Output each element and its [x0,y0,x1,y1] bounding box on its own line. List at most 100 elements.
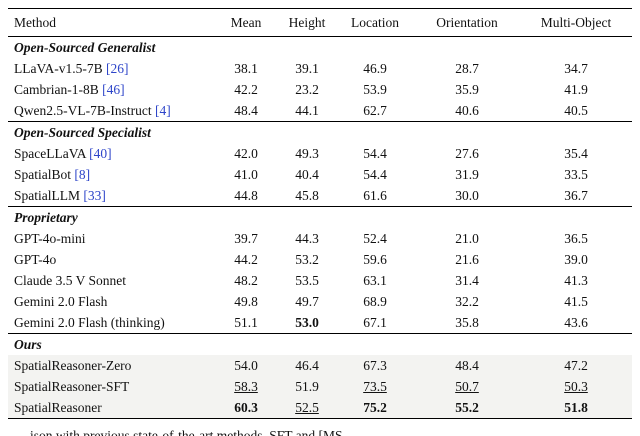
column-header-mean: Mean [214,8,278,37]
value-cell: 28.7 [455,60,479,76]
method-cell: Cambrian-1-8B [46] [8,79,214,100]
method-name: Gemini 2.0 Flash [14,293,108,309]
section-header: Open-Sourced Generalist [8,36,632,58]
column-header-location: Location [336,8,414,37]
value-cell: 51.1 [234,314,258,330]
value-cell: 45.8 [295,187,319,203]
value-cell: 41.3 [564,272,588,288]
value-cell: 35.8 [455,314,479,330]
value-cell: 53.2 [295,251,319,267]
method-name: Gemini 2.0 Flash (thinking) [14,314,165,330]
citation-link[interactable]: [33] [80,187,106,203]
value-cell: 54.4 [363,166,387,182]
method-cell: SpaceLLaVA [40] [8,143,214,164]
table-row: GPT-4o-mini 39.7 44.3 52.4 21.0 36.5 [8,228,632,249]
value-cell: 51.8 [520,397,632,419]
method-name: SpatialReasoner [14,399,102,415]
section-header: Proprietary [8,206,632,228]
citation-link[interactable]: [8] [71,166,91,182]
method-cell: SpatialReasoner-SFT [8,376,214,397]
value-cell: 40.4 [295,166,319,182]
value-cell: 44.1 [295,102,319,118]
table-row: LLaVA-v1.5-7B [26] 38.1 39.1 46.9 28.7 34.7 [8,58,632,79]
method-name: LLaVA-v1.5-7B [14,60,103,76]
value-cell: 49.8 [234,293,258,309]
value-cell: 23.2 [295,81,319,97]
value-cell: 36.7 [564,187,588,203]
method-cell: GPT-4o-mini [8,228,214,249]
value-cell: 50.3 [520,376,632,397]
value-cell: 58.3 [214,376,278,397]
value-cell: 67.1 [363,314,387,330]
value-cell: 59.6 [363,251,387,267]
value-cell: 36.5 [564,230,588,246]
value-cell: 52.4 [363,230,387,246]
value-cell: 53.0 [295,314,319,330]
method-name: SpatialReasoner-SFT [14,378,130,394]
method-cell: SpatialReasoner-Zero [8,355,214,376]
table-header-row: Method Mean Height Location Orientation Multi… [8,8,632,37]
method-name: SpatialLLM [14,187,80,203]
value-cell: 42.2 [234,81,258,97]
value-cell: 54.4 [363,145,387,161]
table-row: SpatialBot [8] 41.0 40.4 54.4 31.9 33.5 [8,164,632,185]
value-cell: 32.2 [455,293,479,309]
value-cell: 48.2 [234,272,258,288]
value-cell: 53.9 [363,81,387,97]
value-cell: 39.0 [564,251,588,267]
section-header: Open-Sourced Specialist [8,121,632,143]
method-name: Qwen2.5-VL-7B-Instruct [14,102,152,118]
column-header-method: Method [8,8,214,37]
table-row: Claude 3.5 V Sonnet 48.2 53.5 63.1 31.4 41.3 [8,270,632,291]
table-row: SpaceLLaVA [40] 42.0 49.3 54.4 27.6 35.4 [8,143,632,164]
citation-link[interactable]: [46] [98,81,125,97]
value-cell: 44.8 [234,187,258,203]
table-row: Qwen2.5-VL-7B-Instruct [4] 48.4 44.1 62.7 40… [8,100,632,122]
value-cell: 49.7 [295,293,319,309]
method-cell: Claude 3.5 V Sonnet [8,270,214,291]
value-cell: 44.2 [234,251,258,267]
table-row: Gemini 2.0 Flash 49.8 49.7 68.9 32.2 41.5 [8,291,632,312]
method-name: GPT-4o [14,251,57,267]
value-cell: 35.4 [564,145,588,161]
value-cell: 31.4 [455,272,479,288]
method-cell: Gemini 2.0 Flash (thinking) [8,312,214,334]
method-name: Claude 3.5 V Sonnet [14,272,127,288]
value-cell: 40.6 [455,102,479,118]
citation-link[interactable]: [26] [102,60,129,76]
citation-link[interactable]: [4] [151,102,171,118]
value-cell: 41.5 [564,293,588,309]
value-cell: 39.1 [295,60,319,76]
value-cell: 48.4 [414,355,520,376]
value-cell: 42.0 [234,145,258,161]
method-cell: SpatialLLM [33] [8,185,214,207]
citation-link[interactable]: [40] [85,145,112,161]
value-cell: 33.5 [564,166,588,182]
value-cell: 73.5 [336,376,414,397]
table-row: GPT-4o 44.2 53.2 59.6 21.6 39.0 [8,249,632,270]
section-header-row: Open-Sourced Generalist [8,36,632,58]
table-row: SpatialReasoner-SFT 58.3 51.9 73.5 50.7 50.3 [8,376,632,397]
value-cell: 43.6 [564,314,588,330]
value-cell: 41.0 [234,166,258,182]
value-cell: 21.0 [455,230,479,246]
value-cell: 53.5 [295,272,319,288]
value-cell: 40.5 [564,102,588,118]
value-cell: 63.1 [363,272,387,288]
column-header-height: Height [278,8,336,37]
method-name: SpatialReasoner-Zero [14,357,132,373]
value-cell: 75.2 [336,397,414,419]
method-cell: SpatialReasoner [8,397,214,419]
value-cell: 54.0 [214,355,278,376]
value-cell: 34.7 [564,60,588,76]
section-header-row: Ours [8,333,632,355]
value-cell: 68.9 [363,293,387,309]
value-cell: 50.7 [414,376,520,397]
method-cell: GPT-4o [8,249,214,270]
value-cell: 52.5 [278,397,336,419]
value-cell: 62.7 [363,102,387,118]
value-cell: 47.2 [520,355,632,376]
table-row: Cambrian-1-8B [46] 42.2 23.2 53.9 35.9 41.9 [8,79,632,100]
value-cell: 35.9 [455,81,479,97]
